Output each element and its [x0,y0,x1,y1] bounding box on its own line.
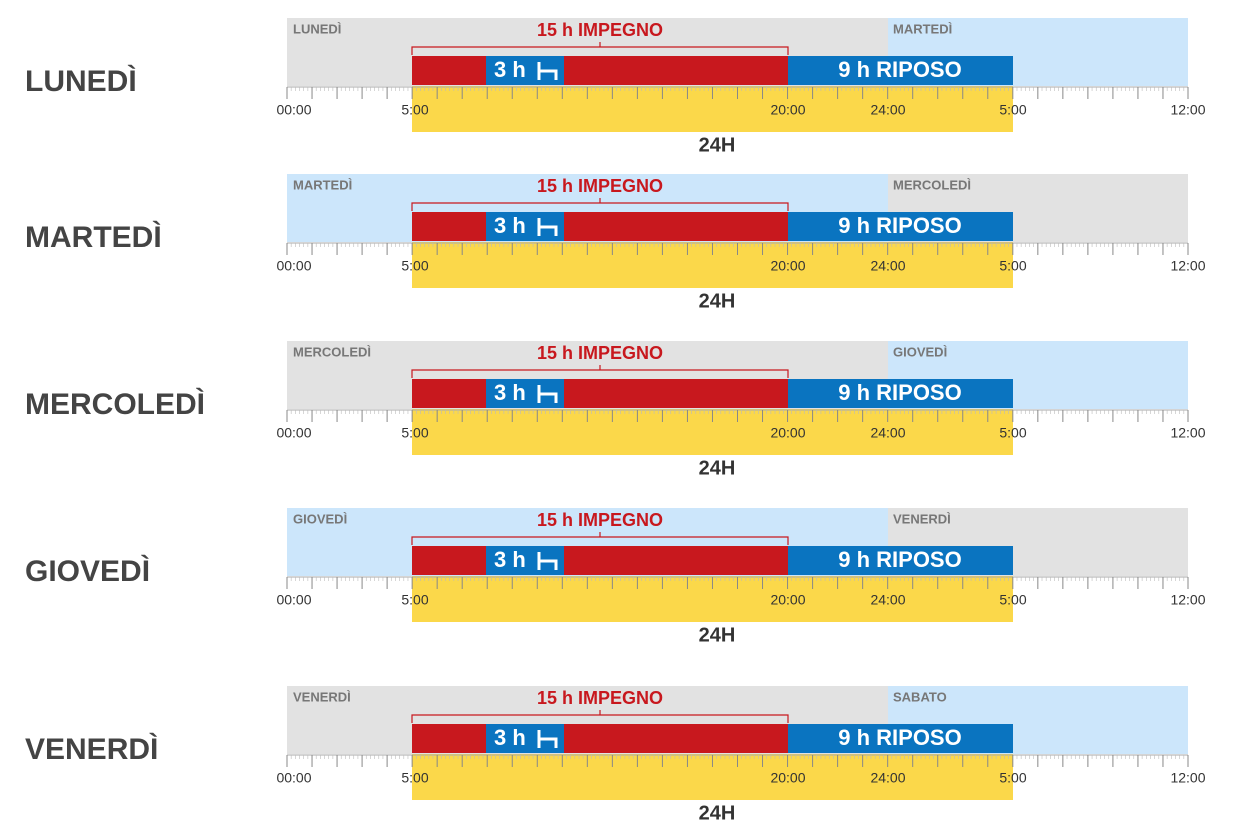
total-label: 24H [699,290,736,312]
total-label: 24H [699,457,736,479]
time-label: 12:00 [1170,258,1205,274]
day-label: VENERDÌ [25,732,158,766]
time-label: 00:00 [276,102,311,118]
work-bar [412,212,788,241]
work-bar [412,56,788,85]
day-band-label: LUNEDÌ [293,21,341,36]
day-band-label: MERCOLEDÌ [293,344,371,359]
time-label: 00:00 [276,258,311,274]
work-label: 15 h IMPEGNO [537,688,663,708]
total-label: 24H [699,624,736,646]
time-label: 20:00 [770,258,805,274]
time-label: 20:00 [770,592,805,608]
time-label: 5:00 [401,102,428,118]
time-label: 20:00 [770,770,805,786]
break-icon [537,218,558,236]
work-label: 15 h IMPEGNO [537,343,663,363]
work-bracket [411,198,789,211]
next-day-band-label: GIOVEDÌ [893,344,947,359]
break-icon [537,730,558,748]
time-label: 5:00 [401,592,428,608]
work-bracket [411,42,789,55]
time-label: 24:00 [870,258,905,274]
day-row: MERCOLEDÌ MERCOLEDÌ GIOVEDÌ 15 h IMPEGNO 3 h… [25,341,1206,479]
rest-bar [788,379,1013,408]
rest-label: 9 h RIPOSO [838,213,961,238]
work-bracket [411,710,789,723]
break-icon [537,552,558,570]
break-label: 3 h [494,380,526,405]
time-label: 5:00 [999,770,1026,786]
break-label: 3 h [494,213,526,238]
next-day-band-label: VENERDÌ [893,511,951,526]
time-label: 5:00 [401,770,428,786]
time-label: 12:00 [1170,102,1205,118]
day-label: LUNEDÌ [25,64,137,98]
total-label: 24H [699,134,736,156]
time-label: 12:00 [1170,425,1205,441]
work-bar [412,379,788,408]
time-label: 24:00 [870,102,905,118]
next-day-band-label: MERCOLEDÌ [893,177,971,192]
rest-bar [788,546,1013,575]
day-row: VENERDÌ VENERDÌ SABATO 15 h IMPEGNO 3 h 9 h R… [25,686,1206,824]
day-row: GIOVEDÌ GIOVEDÌ VENERDÌ 15 h IMPEGNO 3 h 9 h … [25,508,1206,646]
rest-label: 9 h RIPOSO [838,380,961,405]
work-bar [412,724,788,753]
work-label: 15 h IMPEGNO [537,176,663,196]
time-label: 5:00 [999,425,1026,441]
time-label: 00:00 [276,770,311,786]
work-label: 15 h IMPEGNO [537,20,663,40]
time-label: 00:00 [276,425,311,441]
day-band-label: GIOVEDÌ [293,511,347,526]
work-label: 15 h IMPEGNO [537,510,663,530]
break-label: 3 h [494,57,526,82]
total-label: 24H [699,802,736,824]
time-label: 12:00 [1170,592,1205,608]
time-label: 00:00 [276,592,311,608]
work-bracket [411,365,789,378]
break-icon [537,62,558,80]
time-label: 5:00 [999,258,1026,274]
break-label: 3 h [494,547,526,572]
break-label: 3 h [494,725,526,750]
rest-bar [788,724,1013,753]
time-label: 24:00 [870,425,905,441]
day-label: MERCOLEDÌ [25,387,205,421]
time-label: 5:00 [401,425,428,441]
day-label: GIOVEDÌ [25,554,150,588]
rest-label: 9 h RIPOSO [838,547,961,572]
time-label: 5:00 [401,258,428,274]
next-day-band-label: MARTEDÌ [893,21,952,36]
time-label: 24:00 [870,770,905,786]
day-band-label: VENERDÌ [293,689,351,704]
rest-bar [788,212,1013,241]
work-bracket [411,532,789,545]
time-label: 5:00 [999,102,1026,118]
day-label: MARTEDÌ [25,220,162,254]
day-band-label: MARTEDÌ [293,177,352,192]
break-icon [537,385,558,403]
rest-bar [788,56,1013,85]
work-bar [412,546,788,575]
time-label: 20:00 [770,102,805,118]
day-row: LUNEDÌ LUNEDÌ MARTEDÌ 15 h IMPEGNO 3 h 9 h RI… [25,18,1206,156]
time-label: 12:00 [1170,770,1205,786]
day-row: MARTEDÌ MARTEDÌ MERCOLEDÌ 15 h IMPEGNO 3 h 9 … [25,174,1206,312]
next-day-band-label: SABATO [893,689,947,704]
rest-label: 9 h RIPOSO [838,725,961,750]
rest-label: 9 h RIPOSO [838,57,961,82]
time-label: 5:00 [999,592,1026,608]
time-label: 20:00 [770,425,805,441]
time-label: 24:00 [870,592,905,608]
